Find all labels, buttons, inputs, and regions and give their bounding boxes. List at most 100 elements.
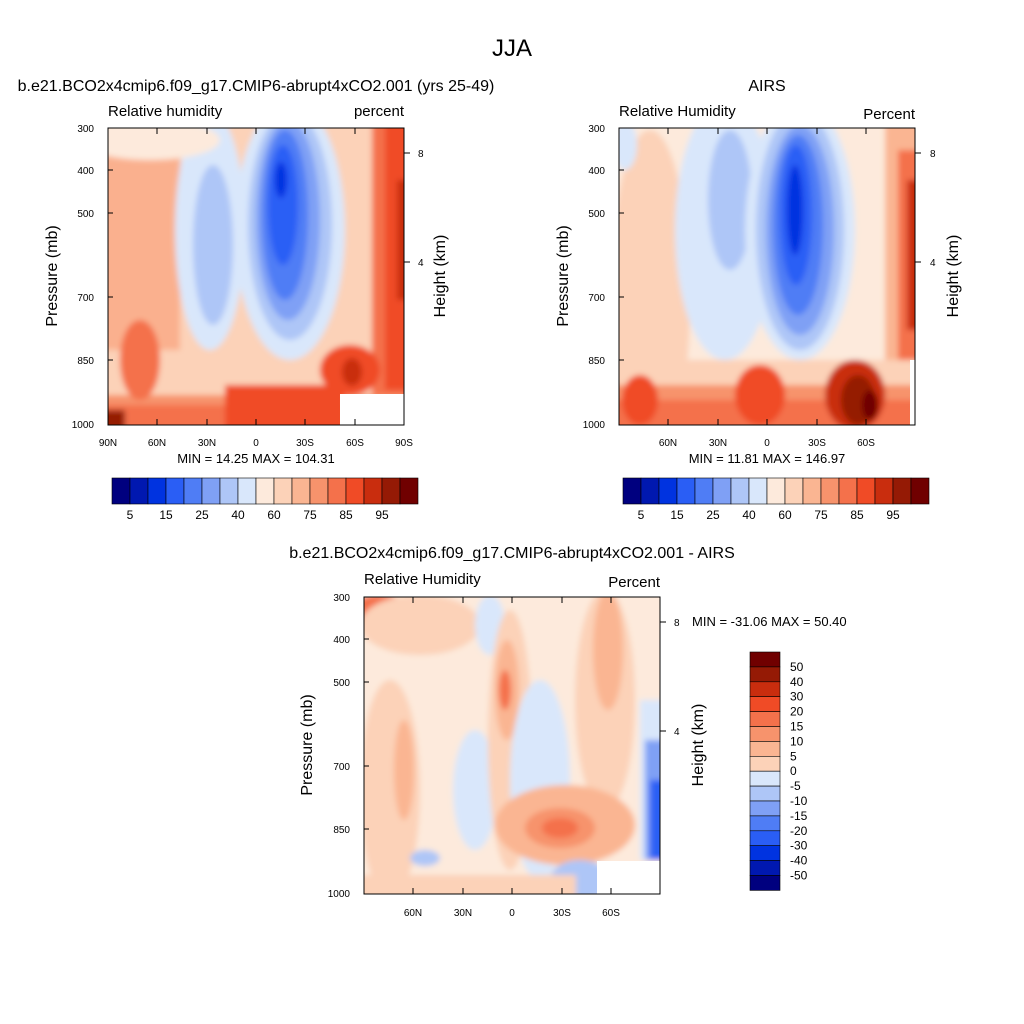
colorbar-label: 40 bbox=[742, 508, 756, 522]
colorbar-label: 30 bbox=[790, 690, 804, 704]
colorbar-swatch bbox=[749, 770, 781, 787]
colorbar-label: 85 bbox=[339, 508, 353, 522]
x-tick-label: 0 bbox=[764, 438, 770, 449]
x-tick-label: 30N bbox=[198, 438, 216, 449]
colorbar-label: -5 bbox=[790, 779, 801, 793]
x-tick-label: 90N bbox=[99, 438, 117, 449]
panel-model-left-string: Relative humidity bbox=[108, 103, 223, 120]
x-tick-label: 0 bbox=[509, 908, 515, 919]
panel-diff-left-string: Relative Humidity bbox=[364, 571, 481, 588]
colorbar-swatch bbox=[820, 477, 840, 505]
panel-model-x-ticks: 90N 60N 30N 0 30S 60S 90S bbox=[99, 128, 413, 449]
colorbar-label: 40 bbox=[231, 508, 245, 522]
x-tick-label: 30S bbox=[808, 438, 826, 449]
colorbar-label: 60 bbox=[267, 508, 281, 522]
panel-obs-left-string: Relative Humidity bbox=[619, 103, 736, 120]
y-tick-label: 300 bbox=[588, 124, 605, 135]
panel-diff-field bbox=[364, 597, 660, 894]
colorbar-label: 95 bbox=[886, 508, 900, 522]
colorbar-swatch bbox=[749, 696, 781, 712]
y-tick-label: 850 bbox=[77, 356, 94, 367]
y-tick-label: 400 bbox=[77, 166, 94, 177]
panel-model-right-string: percent bbox=[354, 103, 405, 120]
panel-model-stats: MIN = 14.25 MAX = 104.31 bbox=[177, 451, 335, 466]
colorbar-label: 20 bbox=[790, 705, 804, 719]
colorbar-swatch bbox=[363, 477, 383, 505]
x-tick-label: 30S bbox=[296, 438, 314, 449]
y-tick-label: 300 bbox=[77, 124, 94, 135]
panel-model-title: b.e21.BCO2x4cmip6.f09_g17.CMIP6-abrupt4x… bbox=[18, 78, 495, 95]
colorbar-label: 75 bbox=[814, 508, 828, 522]
panel-obs-y-ticks: 300 400 500 700 850 1000 bbox=[583, 124, 624, 431]
y-tick-label: 400 bbox=[333, 635, 350, 646]
panel-diff-y2-ticks: 8 4 bbox=[660, 618, 680, 738]
panel-diff-right-string: Percent bbox=[608, 574, 661, 591]
colorbar-swatch bbox=[766, 477, 786, 505]
colorbar-swatch bbox=[165, 477, 185, 505]
colorbar-label: -40 bbox=[790, 854, 808, 868]
panel-obs-right-string: Percent bbox=[863, 106, 916, 123]
colorbar-swatch bbox=[749, 726, 781, 742]
colorbar-swatch bbox=[749, 875, 781, 891]
colorbar-swatch bbox=[749, 651, 781, 668]
colorbar-swatch bbox=[640, 477, 660, 505]
panel-obs-field bbox=[619, 128, 915, 425]
x-tick-label: 60S bbox=[346, 438, 364, 449]
colorbar-swatch bbox=[201, 477, 221, 505]
panel-model-ylabel: Pressure (mb) bbox=[44, 225, 61, 326]
colorbar-swatch bbox=[622, 477, 642, 505]
y-tick-label: 850 bbox=[333, 825, 350, 836]
x-tick-label: 30N bbox=[709, 438, 727, 449]
y2-tick-label: 8 bbox=[418, 149, 424, 160]
colorbar-swatch bbox=[309, 477, 329, 505]
colorbar-swatch bbox=[838, 477, 858, 505]
colorbar-swatch bbox=[255, 477, 275, 505]
y2-tick-label: 8 bbox=[930, 149, 936, 160]
y-tick-label: 400 bbox=[588, 166, 605, 177]
y-tick-label: 700 bbox=[333, 762, 350, 773]
y2-tick-label: 4 bbox=[930, 258, 936, 269]
colorbar-label: -30 bbox=[790, 839, 808, 853]
colorbar-swatch bbox=[749, 755, 781, 772]
colorbar-swatch bbox=[147, 477, 167, 505]
x-tick-label: 60N bbox=[404, 908, 422, 919]
colorbar-swatch bbox=[676, 477, 696, 505]
colorbar-swatch bbox=[129, 477, 149, 505]
y-tick-label: 850 bbox=[588, 356, 605, 367]
colorbar-swatch bbox=[730, 477, 750, 505]
colorbar-swatch bbox=[399, 477, 419, 505]
colorbar-swatch bbox=[219, 477, 239, 505]
y2-tick-label: 4 bbox=[674, 727, 680, 738]
colorbar-label: -50 bbox=[790, 869, 808, 883]
colorbar-label: 85 bbox=[850, 508, 864, 522]
y-tick-label: 700 bbox=[77, 293, 94, 304]
panel-model: b.e21.BCO2x4cmip6.f09_g17.CMIP6-abrupt4x… bbox=[18, 78, 495, 522]
x-tick-label: 30S bbox=[553, 908, 571, 919]
panel-diff-title: b.e21.BCO2x4cmip6.f09_g17.CMIP6-abrupt4x… bbox=[289, 545, 735, 562]
colorbar-swatch bbox=[749, 845, 781, 861]
panel-obs: AIRS Relative Humidity Percent bbox=[555, 78, 962, 522]
panel-diff: b.e21.BCO2x4cmip6.f09_g17.CMIP6-abrupt4x… bbox=[289, 545, 846, 919]
y-tick-label: 1000 bbox=[72, 420, 95, 431]
colorbar-swatch bbox=[784, 477, 804, 505]
colorbar-label: 15 bbox=[790, 720, 804, 734]
panel-diff-y-ticks: 300 400 500 700 850 1000 bbox=[328, 593, 369, 900]
panel-model-y2-ticks: 8 4 bbox=[404, 149, 424, 269]
colorbar-label: 5 bbox=[790, 749, 797, 763]
colorbar-swatch bbox=[749, 830, 781, 846]
colorbar-swatch bbox=[749, 815, 781, 832]
colorbar-swatch bbox=[749, 666, 781, 683]
colorbar-label: 95 bbox=[375, 508, 389, 522]
x-tick-label: 60N bbox=[148, 438, 166, 449]
colorbar-label: -15 bbox=[790, 809, 808, 823]
panel-diff-ylabel: Pressure (mb) bbox=[299, 694, 316, 795]
colorbar-swatch bbox=[749, 741, 781, 757]
panel-obs-y2label: Height (km) bbox=[945, 235, 962, 318]
x-tick-label: 0 bbox=[253, 438, 259, 449]
colorbar-swatch bbox=[183, 477, 203, 505]
panel-obs-x-ticks: 60N 30N 0 30S 60S bbox=[659, 128, 875, 449]
colorbar-label: 75 bbox=[303, 508, 317, 522]
colorbar-label: -10 bbox=[790, 794, 808, 808]
x-tick-label: 90S bbox=[395, 438, 413, 449]
